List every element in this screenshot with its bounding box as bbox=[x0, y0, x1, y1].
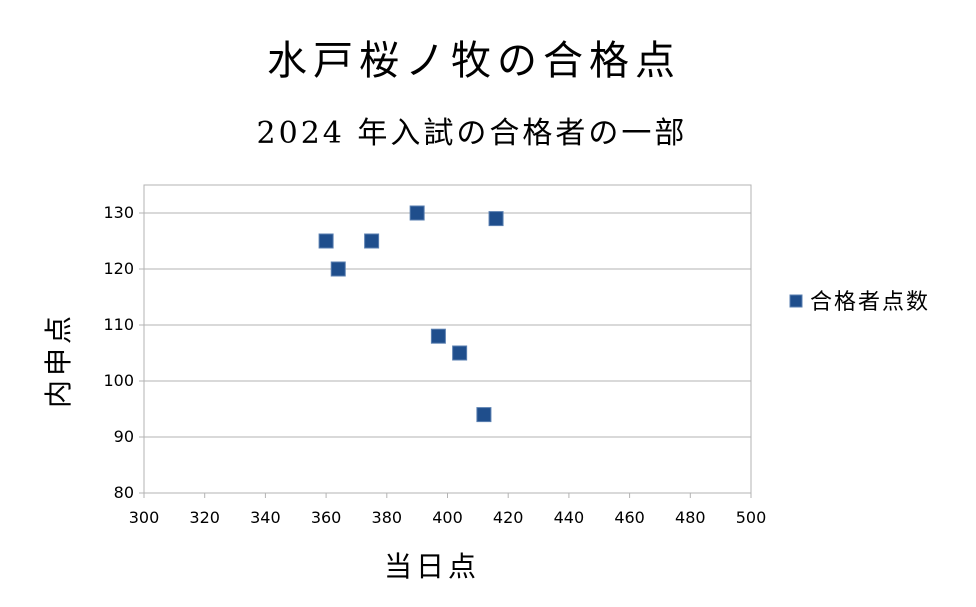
y-tick-label: 110 bbox=[103, 315, 134, 334]
x-tick-label: 300 bbox=[129, 508, 160, 527]
x-tick-label: 480 bbox=[675, 508, 706, 527]
axis-ticks: 80 90 100 110 120 130 300 320 340 360 380 400 420 440… bbox=[103, 203, 766, 527]
data-point bbox=[476, 407, 492, 423]
y-tick-label: 90 bbox=[114, 427, 134, 446]
x-tick-label: 400 bbox=[432, 508, 463, 527]
y-tick-label: 80 bbox=[114, 483, 134, 502]
chart-title: 水戸桜ノ牧の合格点 bbox=[267, 38, 681, 84]
data-point bbox=[409, 205, 425, 221]
plot-area-frame bbox=[143, 184, 752, 494]
x-tick-label: 360 bbox=[311, 508, 342, 527]
y-tick-label: 130 bbox=[103, 203, 134, 222]
x-tick-label: 460 bbox=[614, 508, 645, 527]
data-points bbox=[318, 205, 504, 423]
legend-label: 合格者点数 bbox=[810, 290, 930, 315]
y-axis-title: 内申点 bbox=[42, 312, 75, 408]
y-tick-label: 100 bbox=[103, 371, 134, 390]
data-point bbox=[364, 233, 380, 249]
chart-subtitle: 2024 年入試の合格者の一部 bbox=[257, 116, 688, 151]
legend: 合格者点数 bbox=[789, 290, 930, 315]
data-point bbox=[330, 261, 346, 277]
legend-marker bbox=[789, 294, 803, 308]
x-tick-label: 500 bbox=[736, 508, 767, 527]
data-point bbox=[318, 233, 334, 249]
data-point bbox=[430, 328, 446, 344]
x-axis-title: 当日点 bbox=[384, 550, 480, 583]
y-tick-label: 120 bbox=[103, 259, 134, 278]
x-tick-label: 420 bbox=[493, 508, 524, 527]
x-tick-label: 320 bbox=[189, 508, 220, 527]
x-tick-label: 440 bbox=[554, 508, 585, 527]
data-point bbox=[452, 345, 468, 361]
x-tick-label: 340 bbox=[250, 508, 281, 527]
gridlines bbox=[144, 212, 751, 438]
data-point bbox=[488, 211, 504, 227]
x-tick-label: 380 bbox=[372, 508, 403, 527]
